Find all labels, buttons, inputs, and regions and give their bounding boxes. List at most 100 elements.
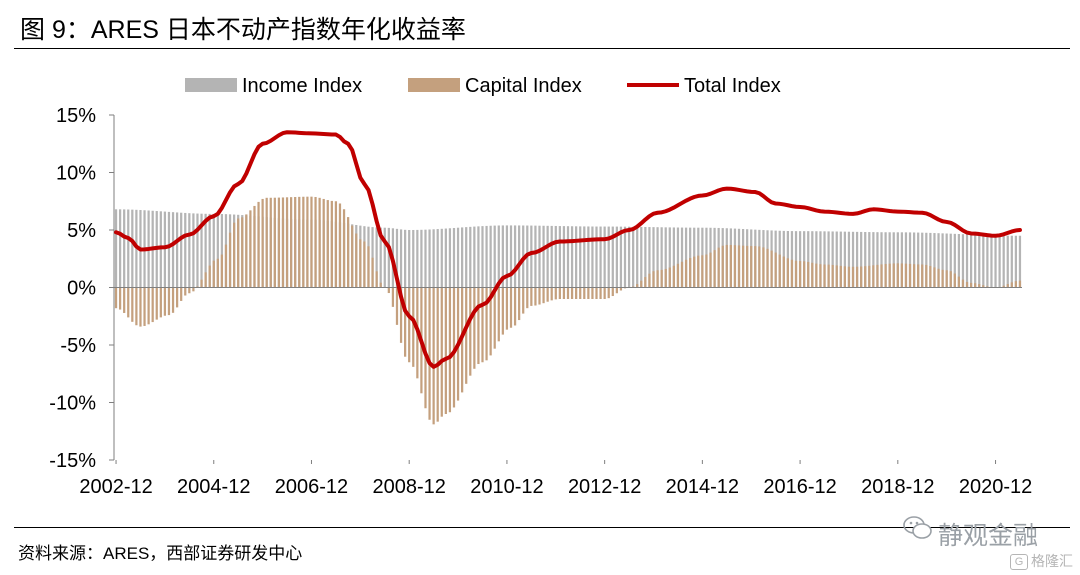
income-bar — [432, 229, 435, 288]
capital-bar — [306, 196, 309, 288]
capital-bar — [953, 273, 956, 288]
capital-bar — [367, 246, 370, 288]
capital-bar — [359, 239, 362, 288]
capital-bar — [615, 287, 618, 294]
x-tick-label: 2010-12 — [470, 476, 543, 498]
capital-bar — [241, 217, 244, 288]
capital-bar — [127, 287, 130, 318]
capital-bar — [664, 268, 667, 288]
capital-bar — [371, 257, 374, 288]
capital-bar — [399, 287, 403, 343]
income-bar — [892, 232, 895, 288]
capital-bar — [741, 245, 745, 288]
capital-bar — [375, 271, 378, 288]
income-bar — [880, 232, 883, 288]
income-bar — [969, 234, 973, 288]
income-bar — [884, 232, 887, 288]
capital-bar — [294, 197, 297, 288]
capital-bar — [676, 263, 680, 288]
capital-bar — [912, 264, 916, 288]
capital-bar — [888, 263, 891, 288]
income-bar — [440, 228, 443, 288]
capital-bar — [534, 287, 537, 306]
capital-bar — [680, 261, 684, 288]
income-bar — [200, 213, 203, 288]
y-tick-label: -10% — [49, 393, 96, 415]
capital-bar — [395, 287, 399, 325]
capital-bar — [558, 287, 561, 299]
income-bar — [1006, 235, 1009, 288]
income-bar — [615, 226, 618, 288]
income-bar — [819, 231, 822, 288]
income-bar — [375, 227, 378, 288]
income-bar — [399, 229, 403, 288]
capital-bar — [900, 263, 903, 288]
capital-bar — [224, 244, 228, 288]
income-bar — [534, 225, 537, 288]
income-bar — [469, 226, 472, 288]
income-bar — [180, 212, 183, 288]
income-bar — [652, 227, 655, 288]
capital-bar — [550, 287, 553, 301]
x-tick-label: 2012-12 — [568, 476, 641, 498]
income-bar — [501, 225, 504, 288]
capital-bar — [298, 196, 301, 288]
capital-bar — [969, 282, 973, 288]
income-bar — [461, 227, 464, 288]
capital-bar — [794, 260, 798, 288]
capital-bar — [607, 287, 610, 299]
capital-bar — [452, 287, 456, 408]
income-bar — [835, 231, 838, 288]
capital-bar — [391, 287, 395, 307]
capital-bar — [342, 209, 346, 288]
capital-bar — [855, 266, 859, 288]
income-bar — [208, 213, 211, 288]
income-bar — [204, 213, 207, 288]
capital-bar — [811, 262, 814, 288]
capital-bar — [974, 283, 977, 288]
income-bar — [1014, 235, 1018, 288]
income-bar — [131, 209, 134, 288]
capital-bar — [611, 287, 614, 297]
capital-bar — [717, 247, 720, 288]
capital-bar — [290, 197, 293, 288]
income-bar — [196, 213, 199, 288]
income-bar — [868, 232, 871, 288]
capital-bar — [444, 287, 447, 414]
capital-bar — [253, 205, 256, 288]
capital-bar — [408, 287, 411, 363]
income-bar — [978, 234, 981, 288]
income-bar — [974, 234, 977, 288]
capital-bar — [713, 250, 716, 288]
total-index-line — [114, 130, 1022, 369]
capital-bar — [163, 287, 167, 316]
income-bar — [888, 232, 891, 288]
watermark-secondary: G 格隆汇 — [1010, 551, 1073, 571]
income-bar — [387, 227, 390, 288]
capital-bar — [542, 287, 545, 304]
capital-bar — [220, 254, 224, 288]
capital-bar — [143, 287, 146, 326]
income-bar — [855, 231, 859, 288]
capital-bar — [501, 287, 504, 335]
income-bar — [371, 227, 374, 288]
income-bar — [188, 213, 191, 288]
capital-bar — [786, 258, 789, 288]
capital-bar — [937, 268, 940, 288]
income-bar — [689, 227, 692, 288]
income-bar — [917, 232, 920, 288]
income-bar — [473, 226, 476, 288]
income-bar — [583, 226, 586, 288]
capital-bar — [477, 287, 480, 365]
capital-bar — [538, 287, 541, 305]
y-tick-label: -5% — [60, 335, 96, 357]
capital-bar — [774, 252, 777, 288]
income-bar — [127, 209, 130, 288]
capital-bar — [448, 287, 452, 413]
income-bar — [921, 232, 924, 288]
capital-bar — [338, 203, 342, 288]
income-bar — [436, 229, 439, 288]
capital-bar — [334, 201, 338, 288]
capital-bar — [204, 272, 207, 288]
